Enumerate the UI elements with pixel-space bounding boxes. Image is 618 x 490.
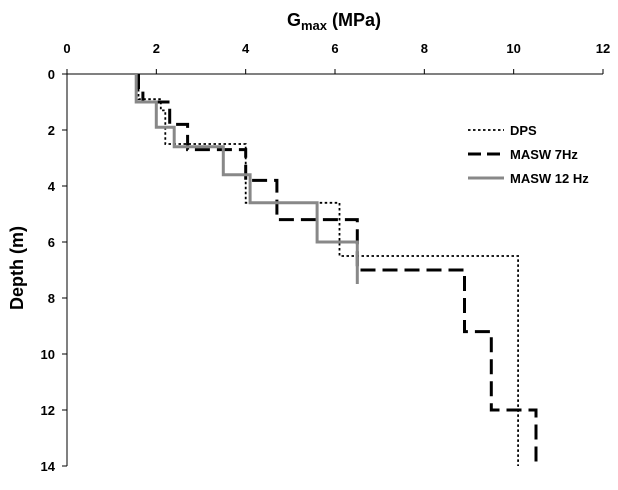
y-tick-label: 4 xyxy=(48,179,56,194)
x-tick-label: 0 xyxy=(63,41,70,56)
y-axis-label: Depth (m) xyxy=(7,226,27,310)
chart-title: Gmax (MPa) xyxy=(287,10,381,33)
series-line-2 xyxy=(137,74,538,466)
chart-title-sub: max xyxy=(301,18,328,33)
y-tick-label: 12 xyxy=(41,403,55,418)
y-tick-label: 14 xyxy=(41,459,56,474)
plot-area: 0 2 4 6 8 10 12 0 2 4 6 8 10 12 14 xyxy=(41,41,611,474)
x-tick-label: 10 xyxy=(506,41,520,56)
y-tick-label: 10 xyxy=(41,347,55,362)
series-line-1 xyxy=(137,74,519,466)
x-tick-label: 8 xyxy=(421,41,428,56)
x-tick-label: 2 xyxy=(153,41,160,56)
legend-label-2: MASW 7Hz xyxy=(510,147,578,162)
chart-title-unit: (MPa) xyxy=(327,10,381,30)
y-tick-label: 8 xyxy=(48,291,55,306)
y-tick-label: 2 xyxy=(48,123,55,138)
y-tick-label: 6 xyxy=(48,235,55,250)
legend-label-1: DPS xyxy=(510,123,537,138)
x-tick-label: 12 xyxy=(596,41,610,56)
chart-title-main: G xyxy=(287,10,301,30)
series-line-3 xyxy=(134,74,359,284)
legend-label-3: MASW 12 Hz xyxy=(510,171,589,186)
x-tick-label: 6 xyxy=(331,41,338,56)
y-tick-label: 0 xyxy=(48,67,55,82)
legend: DPS MASW 7Hz MASW 12 Hz xyxy=(468,123,589,186)
x-tick-label: 4 xyxy=(242,41,250,56)
